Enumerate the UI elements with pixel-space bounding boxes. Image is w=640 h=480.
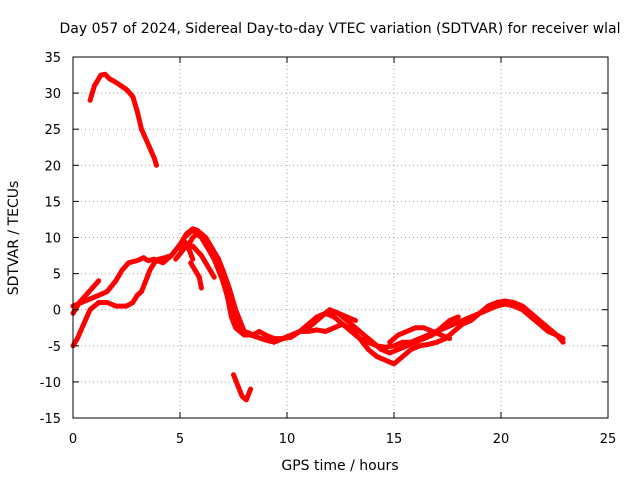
y-tick-label: 20 [44,159,61,174]
y-tick-label: 25 [44,123,61,138]
y-tick-label: 35 [44,51,61,66]
series-line-arc-1 [87,71,159,168]
y-tick-label: -5 [48,340,61,355]
x-tick-label: 20 [493,432,510,447]
x-tick-label: 10 [279,432,296,447]
series-line-arc-6 [177,227,247,334]
x-tick-label: 15 [386,432,403,447]
series-line-arc-7 [173,243,217,280]
series-line-arc-5 [186,231,566,350]
y-tick-label: 10 [44,232,61,247]
x-tick-label: 5 [176,432,184,447]
y-tick-label: 5 [53,268,61,283]
series-line-arc-11 [301,307,358,334]
series-line-arc-9 [231,372,254,403]
y-tick-label: 15 [44,195,61,210]
series-line-arc-8 [188,260,204,291]
y-axis-title: SDTVAR / TECUs [6,181,22,296]
series-line-arc-12 [387,325,453,345]
grid [73,57,608,418]
x-axis-title: GPS time / hours [281,458,398,474]
y-tick-label: -15 [40,412,61,427]
series-line-arc-4 [70,226,566,367]
x-tick-label: 25 [600,432,617,447]
y-tick-label: -10 [40,376,61,391]
chart-title: Day 057 of 2024, Sidereal Day-to-day VTE… [59,21,620,37]
axis-ticks: 0 5 10 15 20 25 -15 -10 -5 0 5 10 15 20 25 30 35 [40,51,617,447]
series-layer [70,71,566,403]
y-tick-label: 0 [53,304,61,319]
x-tick-label: 0 [69,432,77,447]
y-tick-label: 30 [44,87,61,102]
